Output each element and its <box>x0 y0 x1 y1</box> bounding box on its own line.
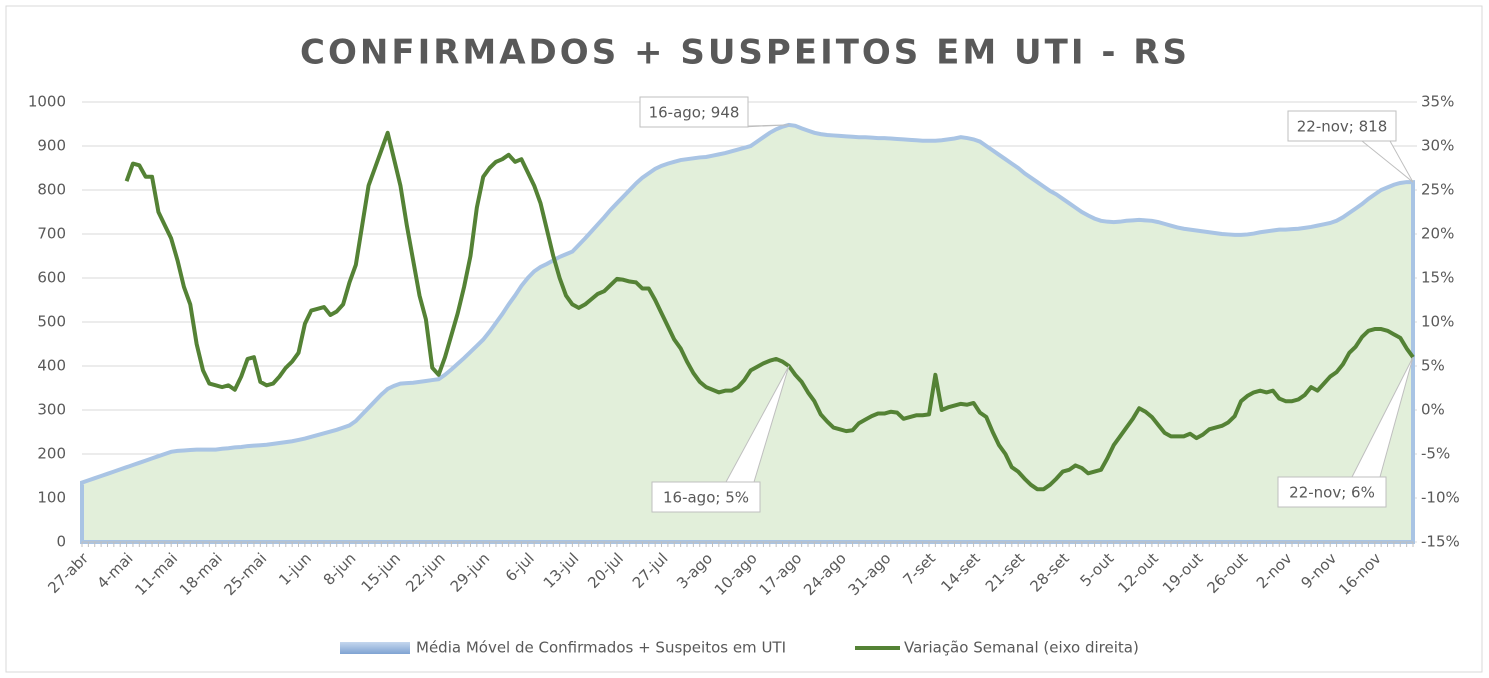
y2-tick-label: 35% <box>1421 93 1454 111</box>
legend-label: Média Móvel de Confirmados + Suspeitos e… <box>416 639 786 657</box>
y2-tick-label: -10% <box>1421 489 1460 507</box>
y-tick-label: 1000 <box>28 93 66 111</box>
y-tick-label: 500 <box>37 313 66 331</box>
callout-box <box>1277 476 1387 508</box>
callout-box <box>1287 110 1397 142</box>
y-tick-label: 800 <box>37 181 66 199</box>
y-tick-label: 900 <box>37 137 66 155</box>
y-tick-label: 100 <box>37 489 66 507</box>
area <box>80 122 1415 544</box>
y2-tick-label: 15% <box>1421 269 1454 287</box>
legend-label: Variação Semanal (eixo direita) <box>904 639 1139 657</box>
y2-tick-label: 0% <box>1421 401 1445 419</box>
y2-tick-label: -5% <box>1421 445 1450 463</box>
callout-label: 16-ago; 948 <box>649 104 740 122</box>
callout-label: 22-nov; 6% <box>1289 484 1375 502</box>
y2-tick-label: 30% <box>1421 137 1454 155</box>
callout-label: 22-nov; 818 <box>1297 118 1388 136</box>
y2-tick-label: 5% <box>1421 357 1445 375</box>
y2-tick-label: 20% <box>1421 225 1454 243</box>
y-tick-label: 300 <box>37 401 66 419</box>
chart-title: CONFIRMADOS + SUSPEITOS EM UTI - RS <box>300 33 1190 73</box>
y-tick-label: 0 <box>56 533 66 551</box>
line <box>124 130 1415 492</box>
callout-box <box>651 481 761 513</box>
y2-tick-label: -15% <box>1421 533 1460 551</box>
callout-label: 16-ago; 5% <box>663 489 749 507</box>
y-tick-label: 700 <box>37 225 66 243</box>
y-tick-label: 600 <box>37 269 66 287</box>
legend-swatch <box>340 642 410 654</box>
y2-tick-label: 10% <box>1421 313 1454 331</box>
callout-box <box>639 96 749 128</box>
y2-tick-label: 25% <box>1421 181 1454 199</box>
y-tick-label: 400 <box>37 357 66 375</box>
y-tick-label: 200 <box>37 445 66 463</box>
